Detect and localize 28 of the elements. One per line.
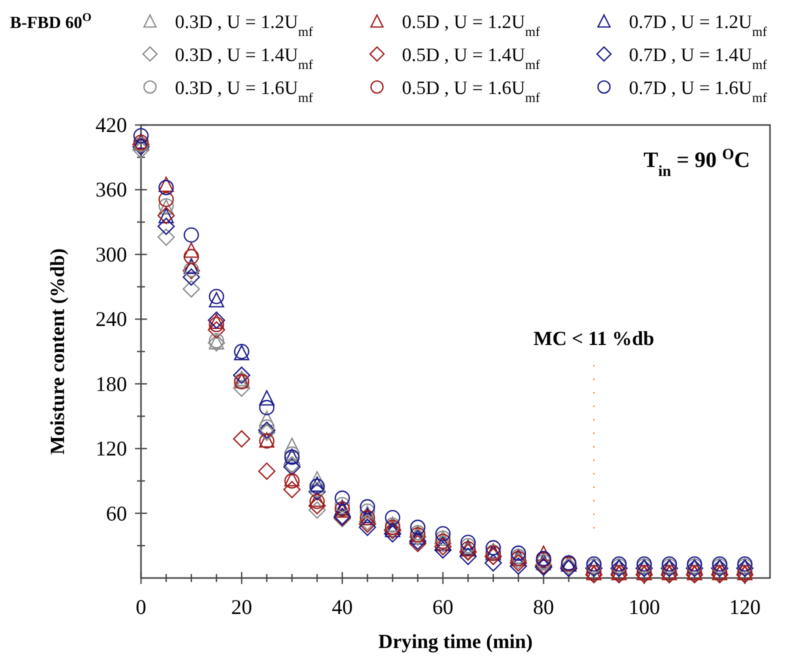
y-axis-title: Moisture content (%db) [47, 248, 69, 455]
y-tick-label: 60 [106, 501, 127, 526]
x-tick-label: 80 [533, 595, 554, 619]
legend-label: 0.3D , U = 1.4U$_{mf}$ [175, 45, 314, 72]
y-tick-label: 180 [96, 372, 127, 396]
y-tick-label: 300 [96, 242, 127, 266]
x-tick-label: 40 [332, 595, 353, 619]
legend-label: 0.7D , U = 1.2U$_{mf}$ [629, 12, 768, 38]
x-axis-title: Drying time (min) [378, 631, 533, 653]
legend-label: 0.7D , U = 1.6U$_{mf}$ [629, 78, 768, 104]
legend-label: 0.5D , U = 1.6U$_{mf}$ [402, 78, 540, 104]
y-tick-label: 240 [96, 307, 127, 332]
x-tick-label: 60 [432, 595, 454, 619]
ref-line-label: MC < 11 %db [533, 328, 654, 350]
legend-label: 0.3D , U = 1.6U$_{mf}$ [175, 78, 314, 104]
legend-label: 0.5D , U = 1.4U$_{mf}$ [402, 45, 540, 72]
x-tick-label: 100 [628, 595, 660, 619]
x-tick-label: 20 [231, 595, 252, 619]
y-tick-label: 120 [96, 436, 127, 461]
legend-label: 0.7D , U = 1.4U$_{mf}$ [629, 45, 768, 72]
annotation: T$_{in}$ = 90 $^{O}$C [644, 146, 750, 180]
y-tick-label: 360 [96, 178, 127, 202]
x-tick-label: 120 [729, 595, 761, 619]
x-tick-label: 0 [136, 595, 146, 619]
legend-label: 0.3D , U = 1.2U$_{mf}$ [175, 12, 314, 38]
legend-label: 0.5D , U = 1.2U$_{mf}$ [402, 12, 540, 38]
y-tick-label: 420 [96, 113, 127, 137]
chart-title: B-FBD 60$^{O}$ [10, 10, 92, 32]
